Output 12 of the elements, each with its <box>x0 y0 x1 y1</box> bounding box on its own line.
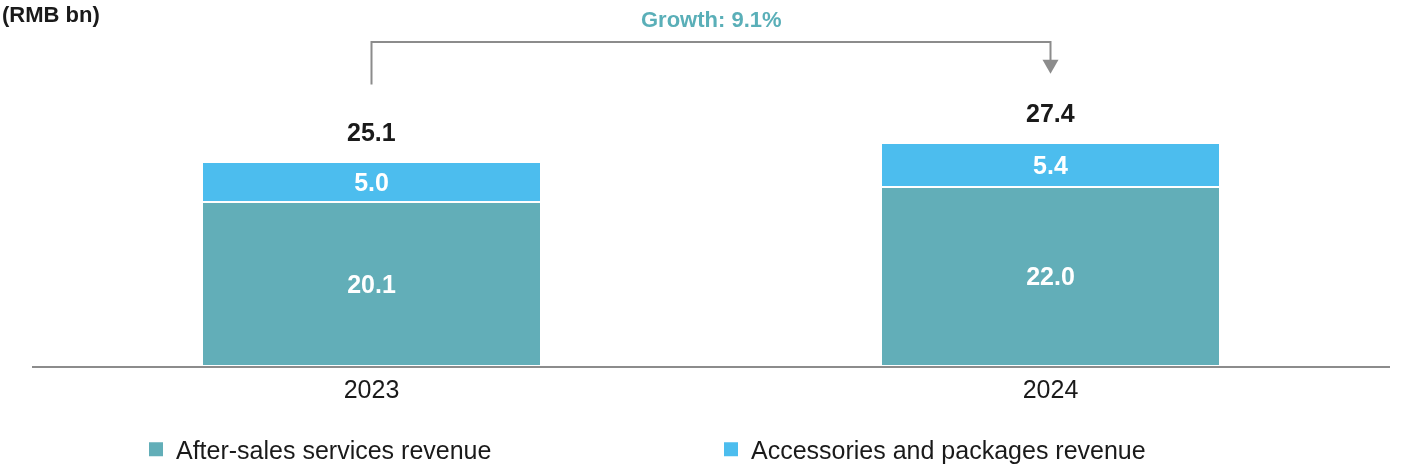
text: (RMB bn) <box>2 2 100 27</box>
total-label: 27.4 <box>1026 99 1075 127</box>
data-label: 22.0 <box>1026 262 1075 291</box>
total-label: 25.1 <box>347 118 396 146</box>
data-label: 5.0 <box>354 167 389 196</box>
x-tick-label: 2023 <box>343 375 400 403</box>
legend-label: After-sales services revenue <box>176 436 492 465</box>
x-tick-label: 2024 <box>1022 375 1079 403</box>
data-label: 20.1 <box>347 270 396 299</box>
text: Growth: 9.1% <box>641 7 782 32</box>
data-label: 5.4 <box>1033 150 1068 179</box>
legend-label: Accessories and packages revenue <box>751 436 1146 465</box>
